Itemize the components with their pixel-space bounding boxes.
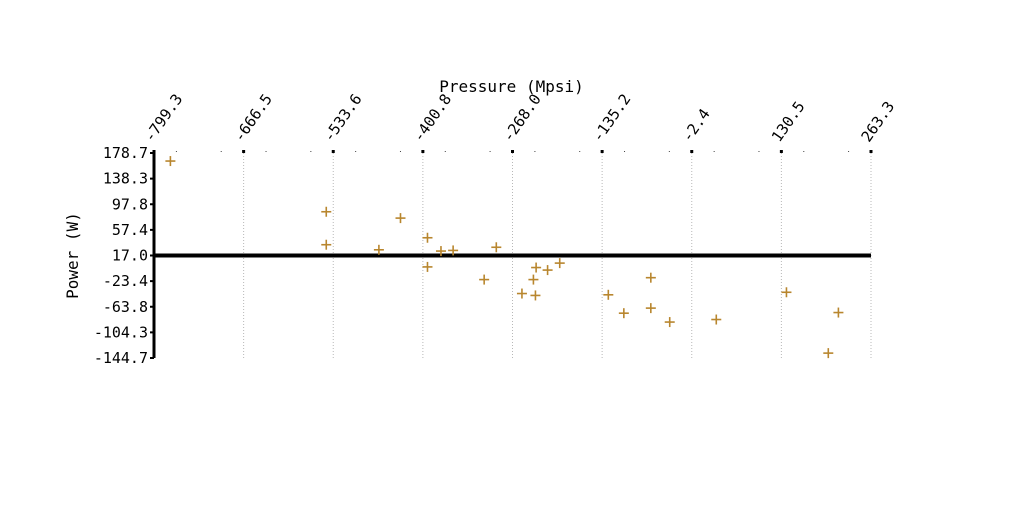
data-point [711, 314, 722, 325]
data-point [781, 287, 792, 298]
data-point [618, 308, 629, 319]
data-point [542, 265, 553, 276]
x-tick-label: 263.3 [858, 98, 899, 145]
x-minor-tick [399, 151, 401, 152]
data-point [664, 317, 675, 328]
x-tick-label: 130.5 [768, 98, 809, 145]
data-point [422, 261, 433, 272]
data-point [422, 232, 433, 243]
data-point [321, 206, 332, 217]
data-point [321, 239, 332, 250]
x-minor-tick [668, 151, 670, 152]
y-tick-label: -104.3 [94, 323, 148, 341]
x-tick-label: -268.0 [499, 91, 545, 146]
y-tick-label: 97.8 [112, 195, 148, 213]
x-minor-tick [534, 151, 536, 152]
data-point [165, 156, 176, 167]
data-point [645, 303, 656, 314]
x-minor-tick [444, 151, 446, 152]
data-point [554, 258, 565, 269]
y-tick-label: 57.4 [112, 221, 148, 239]
x-minor-tick [624, 151, 626, 152]
tick-labels: -799.3 -666.5 -533.6 -400.8 -268.0 -135.2 -2.4… [94, 91, 898, 367]
data-point [823, 348, 834, 359]
data-point [373, 244, 384, 255]
data-point [395, 213, 406, 224]
x-tick-label: -400.8 [409, 91, 455, 146]
data-point [528, 274, 539, 285]
x-minor-tick [265, 151, 267, 152]
x-minor-tick [579, 151, 581, 152]
y-tick-label: 138.3 [103, 170, 148, 188]
x-minor-tick [310, 151, 312, 152]
y-tick-label: 17.0 [112, 247, 148, 265]
data-point [833, 307, 844, 318]
x-minor-tick [175, 151, 177, 152]
x-minor-tick [355, 151, 357, 152]
data-point [531, 262, 542, 273]
axes [150, 150, 873, 359]
x-minor-tick [489, 151, 491, 152]
x-tick-label: -799.3 [141, 91, 187, 146]
data-points [165, 156, 844, 359]
data-point [448, 245, 459, 256]
y-tick-label: -144.7 [94, 349, 148, 367]
x-tick-label: -2.4 [678, 105, 713, 145]
x-minor-tick [220, 151, 222, 152]
x-minor-tick [848, 151, 850, 152]
data-point [491, 242, 502, 253]
x-minor-tick [803, 151, 805, 152]
data-point [530, 290, 541, 301]
data-point [435, 246, 446, 257]
data-point [645, 272, 656, 283]
y-tick-label: -63.8 [103, 298, 148, 316]
y-axis-title: Power (W) [63, 212, 82, 299]
x-tick-label: -533.6 [320, 91, 366, 146]
x-tick-label: -135.2 [589, 91, 635, 146]
data-point [479, 274, 490, 285]
data-point [603, 289, 614, 300]
y-tick-label: -23.4 [103, 272, 148, 290]
x-axis-title: Pressure (Mpsi) [439, 77, 584, 96]
x-tick-label: -666.5 [230, 91, 276, 146]
data-point [516, 288, 527, 299]
x-minor-tick [713, 151, 715, 152]
x-minor-tick [758, 151, 760, 152]
y-tick-label: 178.7 [103, 144, 148, 162]
